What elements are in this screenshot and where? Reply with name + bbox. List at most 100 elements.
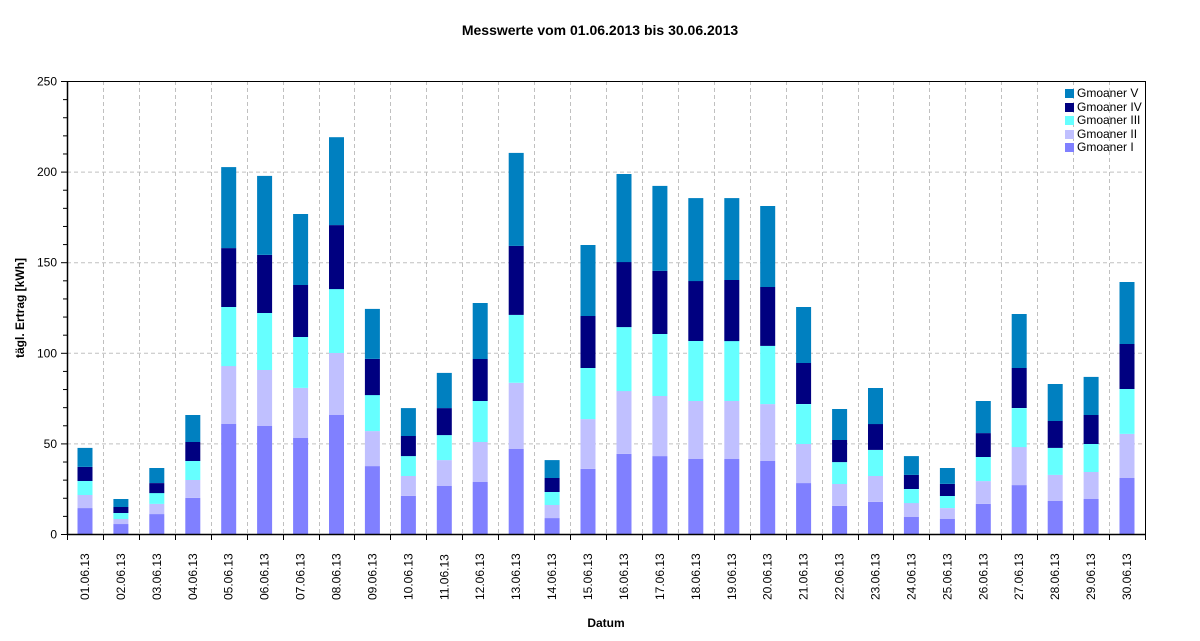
bar-segment: [436, 435, 452, 461]
bar-stack: [1083, 376, 1099, 534]
bar-segment: [329, 137, 344, 226]
bar-segment: [688, 459, 704, 534]
bar-segment: [149, 493, 165, 504]
bar-segment: [400, 456, 416, 476]
bar-segment: [149, 483, 165, 494]
bar-segment: [400, 436, 416, 457]
x-tick-label: 02.06.13: [114, 553, 128, 600]
bar-segment: [724, 280, 740, 342]
legend-swatch-icon: [1065, 116, 1074, 126]
legend-swatch-icon: [1065, 129, 1074, 139]
bar-segment: [939, 495, 955, 508]
bar-segment: [544, 518, 560, 534]
bar-segment: [939, 508, 955, 519]
bar-segment: [939, 519, 955, 534]
bar-segment: [1011, 485, 1027, 534]
bar-segment: [257, 370, 273, 426]
bar-stack: [329, 137, 344, 534]
bar-segment: [544, 492, 560, 505]
bar-segment: [760, 206, 776, 287]
bar-segment: [580, 419, 596, 469]
bar-segment: [868, 476, 883, 502]
bar-segment: [1083, 472, 1099, 499]
bar-segment: [1011, 447, 1027, 486]
bar-stack: [77, 447, 93, 534]
bar-segment: [868, 388, 883, 425]
legend-label: Gmoaner I: [1077, 140, 1134, 155]
y-tick-label: 50: [44, 437, 58, 451]
x-tick-label: 12.06.13: [473, 553, 487, 600]
bar-segment: [77, 508, 93, 534]
bar-segment: [760, 404, 776, 461]
bar-segment: [364, 395, 380, 432]
bar-segment: [149, 514, 165, 534]
bar-segment: [221, 424, 237, 534]
bar-segment: [796, 404, 812, 444]
bar-segment: [868, 501, 883, 534]
x-tick-label: 10.06.13: [401, 553, 415, 600]
bar-segment: [400, 495, 416, 534]
bar-segment: [652, 456, 668, 534]
bar-segment: [903, 489, 919, 504]
bar-segment: [221, 248, 237, 307]
bar-stack: [868, 388, 883, 534]
bar-segment: [1047, 474, 1063, 501]
bar-stack: [832, 409, 848, 534]
x-tick-label: 08.06.13: [330, 553, 344, 600]
legend-swatch-icon: [1065, 143, 1074, 153]
bar-segment: [113, 513, 129, 519]
bar-segment: [364, 359, 380, 396]
legend-swatch-icon: [1065, 89, 1074, 99]
bar-segment: [724, 341, 740, 401]
x-tick-label: 20.06.13: [761, 553, 775, 600]
bar-segment: [580, 468, 596, 534]
bar-stack: [903, 456, 919, 534]
bar-segment: [77, 447, 93, 467]
y-tick-label: 100: [37, 346, 57, 360]
bar-stack: [652, 185, 668, 534]
x-tick-label: 16.06.13: [617, 553, 631, 600]
bar-segment: [472, 442, 488, 482]
bar-segment: [293, 285, 309, 337]
x-tick-label: 11.06.13: [437, 554, 451, 600]
bar-segment: [652, 395, 668, 457]
bar-segment: [221, 307, 237, 367]
legend-label: Gmoaner III: [1077, 113, 1141, 128]
bar-stack: [472, 303, 488, 534]
bar-segment: [616, 174, 632, 263]
bar-segment: [724, 401, 740, 459]
bar-segment: [760, 287, 776, 346]
x-axis-label: Datum: [587, 616, 625, 630]
bar-segment: [760, 461, 776, 534]
legend-label: Gmoaner II: [1077, 126, 1138, 141]
y-tick-label: 200: [37, 165, 57, 179]
x-tick-label: 25.06.13: [940, 553, 954, 600]
bar-segment: [1011, 314, 1027, 368]
bar-segment: [257, 175, 273, 255]
bar-stack: [760, 206, 776, 534]
bar-segment: [1119, 478, 1135, 534]
bar-segment: [832, 484, 848, 506]
bar-segment: [1047, 384, 1063, 421]
bar-stack: [939, 468, 955, 534]
bar-segment: [1047, 420, 1063, 448]
bar-segment: [724, 459, 740, 534]
bar-segment: [113, 524, 129, 534]
x-tick-label: 18.06.13: [689, 553, 703, 600]
x-tick-label: 30.06.13: [1120, 553, 1134, 600]
chart-title: Messwerte vom 01.06.2013 bis 30.06.2013: [461, 22, 739, 38]
bar-segment: [257, 426, 273, 534]
legend-item: Gmoaner IV: [1065, 100, 1142, 115]
bar-stack: [544, 460, 560, 534]
bar-segment: [796, 362, 812, 404]
bar-stack: [185, 415, 201, 534]
y-tick-label: 250: [37, 75, 57, 89]
bar-segment: [436, 372, 452, 409]
bar-segment: [436, 408, 452, 436]
bar-stack: [113, 499, 129, 534]
bar-segment: [544, 460, 560, 478]
bar-stack: [257, 175, 273, 534]
bar-segment: [113, 507, 129, 513]
bar-segment: [939, 468, 955, 484]
bar-segment: [616, 453, 632, 534]
